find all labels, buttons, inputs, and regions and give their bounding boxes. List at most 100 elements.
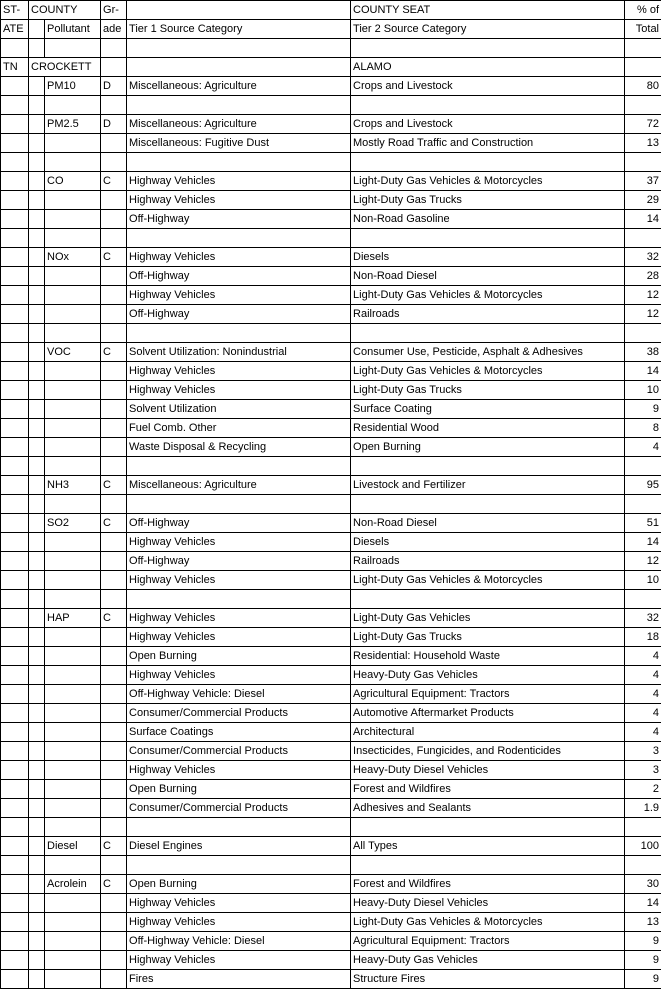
pct-cell: 29 [625, 191, 661, 210]
tier1-cell: Highway Vehicles [127, 913, 351, 932]
tier2-cell: Railroads [351, 552, 625, 571]
pct-cell: 32 [625, 248, 661, 267]
hdr-grade: Gr- [101, 1, 127, 20]
table-row: Off-HighwayNon-Road Diesel28 [1, 267, 661, 286]
tier1-cell: Highway Vehicles [127, 951, 351, 970]
tier2-cell: All Types [351, 837, 625, 856]
tier2-cell: Light-Duty Gas Vehicles & Motorcycles [351, 362, 625, 381]
county-row: TNCROCKETTALAMO [1, 58, 661, 77]
tier1-cell: Highway Vehicles [127, 248, 351, 267]
table-row: Surface CoatingsArchitectural4 [1, 723, 661, 742]
tier2-cell: Mostly Road Traffic and Construction [351, 134, 625, 153]
tier2-cell: Railroads [351, 305, 625, 324]
grade-cell: C [101, 248, 127, 267]
tier2-cell: Non-Road Gasoline [351, 210, 625, 229]
table-row [1, 39, 661, 58]
header-row-1: ST-COUNTYGr-COUNTY SEAT% of [1, 1, 661, 20]
tier2-cell: Diesels [351, 248, 625, 267]
hdr-pct: % of [625, 1, 661, 20]
grade-cell: C [101, 476, 127, 495]
tier1-cell: Fires [127, 970, 351, 989]
tier1-cell: Consumer/Commercial Products [127, 704, 351, 723]
tier1-cell: Open Burning [127, 780, 351, 799]
tier2-cell: Adhesives and Sealants [351, 799, 625, 818]
tier2-cell: Architectural [351, 723, 625, 742]
grade-cell: C [101, 343, 127, 362]
hdr-county: COUNTY [29, 1, 101, 20]
table-row: Off-HighwayRailroads12 [1, 552, 661, 571]
pollutant-cell: PM10 [45, 77, 101, 96]
tier2-cell: Crops and Livestock [351, 77, 625, 96]
pct-cell: 4 [625, 704, 661, 723]
tier2-cell: Light-Duty Gas Vehicles & Motorcycles [351, 172, 625, 191]
table-row [1, 96, 661, 115]
pct-cell: 4 [625, 647, 661, 666]
table-row [1, 229, 661, 248]
state-cell: TN [1, 58, 29, 77]
pct-cell: 9 [625, 951, 661, 970]
table-row: Solvent UtilizationSurface Coating9 [1, 400, 661, 419]
tier2-cell: Heavy-Duty Gas Vehicles [351, 666, 625, 685]
tier1-cell: Highway Vehicles [127, 286, 351, 305]
table-row [1, 856, 661, 875]
tier2-cell: Diesels [351, 533, 625, 552]
tier1-cell: Solvent Utilization [127, 400, 351, 419]
pct-cell: 4 [625, 685, 661, 704]
pct-cell: 18 [625, 628, 661, 647]
table-row: Off-HighwayRailroads12 [1, 305, 661, 324]
grade-cell: C [101, 609, 127, 628]
pct-cell: 28 [625, 267, 661, 286]
tier1-cell: Solvent Utilization: Nonindustrial [127, 343, 351, 362]
table-row [1, 324, 661, 343]
table-row: Waste Disposal & RecyclingOpen Burning4 [1, 438, 661, 457]
pct-cell: 9 [625, 970, 661, 989]
tier1-cell: Fuel Comb. Other [127, 419, 351, 438]
table-row: NOxCHighway VehiclesDiesels32 [1, 248, 661, 267]
tier1-cell: Highway Vehicles [127, 761, 351, 780]
hdr-tier1: Tier 1 Source Category [127, 20, 351, 39]
tier2-cell: Light-Duty Gas Vehicles & Motorcycles [351, 913, 625, 932]
tier1-cell: Off-Highway [127, 267, 351, 286]
pct-cell: 8 [625, 419, 661, 438]
pct-cell: 3 [625, 761, 661, 780]
tier1-cell: Highway Vehicles [127, 362, 351, 381]
pct-cell: 95 [625, 476, 661, 495]
pct-cell: 13 [625, 913, 661, 932]
tier1-cell: Consumer/Commercial Products [127, 742, 351, 761]
pct-cell: 2 [625, 780, 661, 799]
hdr-tier2: Tier 2 Source Category [351, 20, 625, 39]
table-row: Highway VehiclesHeavy-Duty Gas Vehicles9 [1, 951, 661, 970]
pct-cell: 14 [625, 210, 661, 229]
tier1-cell: Miscellaneous: Agriculture [127, 476, 351, 495]
tier2-cell: Residential: Household Waste [351, 647, 625, 666]
table-row: Highway VehiclesHeavy-Duty Diesel Vehicl… [1, 761, 661, 780]
table-row: NH3CMiscellaneous: AgricultureLivestock … [1, 476, 661, 495]
grade-cell: C [101, 875, 127, 894]
table-row: Open BurningForest and Wildfires2 [1, 780, 661, 799]
hdr-seat: COUNTY SEAT [351, 1, 625, 20]
pollutant-cell: NOx [45, 248, 101, 267]
tier1-cell: Off-Highway Vehicle: Diesel [127, 685, 351, 704]
pct-cell: 100 [625, 837, 661, 856]
grade-cell: C [101, 837, 127, 856]
table-row: Off-Highway Vehicle: DieselAgricultural … [1, 685, 661, 704]
tier2-cell: Light-Duty Gas Vehicles & Motorcycles [351, 571, 625, 590]
tier2-cell: Crops and Livestock [351, 115, 625, 134]
pct-cell: 37 [625, 172, 661, 191]
pollutant-cell: CO [45, 172, 101, 191]
tier1-cell: Miscellaneous: Agriculture [127, 77, 351, 96]
tier2-cell: Light-Duty Gas Trucks [351, 381, 625, 400]
pct-cell: 4 [625, 723, 661, 742]
table-row: Highway VehiclesHeavy-Duty Diesel Vehicl… [1, 894, 661, 913]
tier2-cell: Residential Wood [351, 419, 625, 438]
tier1-cell: Highway Vehicles [127, 172, 351, 191]
table-row: Consumer/Commercial ProductsInsecticides… [1, 742, 661, 761]
table-row: FiresStructure Fires9 [1, 970, 661, 989]
pollutant-cell: NH3 [45, 476, 101, 495]
pct-cell: 9 [625, 932, 661, 951]
hdr-state2: ATE [1, 20, 29, 39]
table-row: AcroleinCOpen BurningForest and Wildfire… [1, 875, 661, 894]
hdr-pollutant: Pollutant [45, 20, 101, 39]
tier2-cell: Heavy-Duty Diesel Vehicles [351, 894, 625, 913]
table-row: Off-Highway Vehicle: DieselAgricultural … [1, 932, 661, 951]
